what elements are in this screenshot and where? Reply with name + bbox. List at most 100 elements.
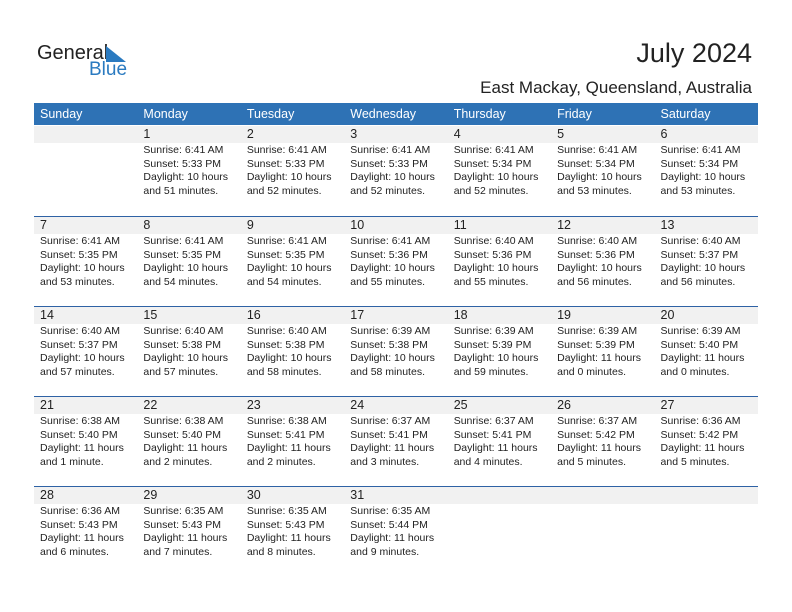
daylight-minutes-text: and 52 minutes. — [350, 184, 425, 197]
day-cell: 7 Sunrise: 6:41 AM Sunset: 5:35 PM Daylight… — [34, 217, 137, 306]
sunrise-text: Sunrise: 6:41 AM — [246, 144, 327, 156]
day-number: 1 — [143, 127, 151, 141]
daylight-text: Daylight: 10 hours — [660, 171, 746, 183]
daylight-text: Daylight: 11 hours — [350, 442, 435, 454]
day-cell: 11 Sunrise: 6:40 AM Sunset: 5:36 PM Dayligh… — [448, 217, 551, 306]
daylight-text: Daylight: 10 hours — [350, 352, 435, 364]
logo-triangle-icon — [106, 46, 126, 62]
empty-day-cell — [448, 487, 551, 576]
sunrise-text: Sunrise: 6:39 AM — [350, 325, 431, 337]
day-number: 19 — [557, 308, 572, 322]
date-strip — [34, 397, 758, 414]
day-cell: 23 Sunrise: 6:38 AM Sunset: 5:41 PM Dayligh… — [241, 397, 344, 486]
weekday-tuesday: Tuesday — [246, 107, 295, 121]
sunrise-text: Sunrise: 6:37 AM — [453, 415, 534, 427]
sunrise-text: Sunrise: 6:40 AM — [246, 325, 327, 337]
daylight-minutes-text: and 53 minutes. — [557, 184, 632, 197]
daylight-text: Daylight: 11 hours — [40, 442, 124, 454]
day-number: 6 — [660, 127, 668, 141]
sunset-text: Sunset: 5:34 PM — [557, 157, 635, 170]
sunset-text: Sunset: 5:38 PM — [143, 338, 222, 351]
daylight-text: Daylight: 11 hours — [246, 442, 331, 454]
sunset-text: Sunset: 5:40 PM — [143, 428, 222, 441]
sunrise-text: Sunrise: 6:35 AM — [143, 505, 224, 517]
daylight-text: Daylight: 10 hours — [143, 171, 229, 183]
weekday-thursday: Thursday — [453, 107, 506, 121]
sunset-text: Sunset: 5:33 PM — [246, 157, 325, 170]
week-row: 7 Sunrise: 6:41 AM Sunset: 5:35 PM Daylight… — [34, 216, 758, 306]
day-cell: 8 Sunrise: 6:41 AM Sunset: 5:35 PM Daylight… — [137, 217, 240, 306]
sunrise-text: Sunrise: 6:41 AM — [350, 235, 431, 247]
daylight-minutes-text: and 56 minutes. — [660, 275, 736, 288]
daylight-minutes-text: and 57 minutes. — [143, 365, 219, 378]
daylight-text: Daylight: 10 hours — [246, 171, 332, 183]
daylight-minutes-text: and 54 minutes. — [246, 275, 322, 288]
week-row: 1 Sunrise: 6:41 AM Sunset: 5:33 PM Daylight… — [34, 126, 758, 216]
calendar-grid: 1 Sunrise: 6:41 AM Sunset: 5:33 PM Daylight… — [34, 126, 758, 576]
date-strip — [34, 126, 758, 143]
day-number: 10 — [350, 218, 365, 232]
sunrise-text: Sunrise: 6:40 AM — [557, 235, 638, 247]
daylight-text: Daylight: 10 hours — [246, 352, 332, 364]
sunset-text: Sunset: 5:36 PM — [350, 248, 428, 261]
weekday-header: Sunday Monday Tuesday Wednesday Thursday… — [34, 103, 758, 125]
sunrise-text: Sunrise: 6:38 AM — [143, 415, 224, 427]
sunrise-text: Sunrise: 6:40 AM — [143, 325, 224, 337]
sunset-text: Sunset: 5:36 PM — [453, 248, 532, 261]
daylight-minutes-text: and 53 minutes. — [40, 275, 115, 288]
sunset-text: Sunset: 5:42 PM — [660, 428, 739, 441]
general-blue-logo: General Blue — [37, 42, 132, 82]
sunset-text: Sunset: 5:39 PM — [557, 338, 635, 351]
sunrise-text: Sunrise: 6:35 AM — [246, 505, 327, 517]
day-number: 12 — [557, 218, 572, 232]
day-cell: 4 Sunrise: 6:41 AM Sunset: 5:34 PM Daylight… — [448, 126, 551, 216]
sunrise-text: Sunrise: 6:39 AM — [453, 325, 534, 337]
daylight-text: Daylight: 10 hours — [40, 352, 125, 364]
daylight-minutes-text: and 7 minutes. — [143, 545, 213, 558]
sunset-text: Sunset: 5:40 PM — [40, 428, 118, 441]
sunrise-text: Sunrise: 6:40 AM — [453, 235, 534, 247]
day-number: 14 — [40, 308, 54, 322]
daylight-minutes-text: and 55 minutes. — [453, 275, 529, 288]
daylight-text: Daylight: 10 hours — [143, 262, 229, 274]
location-subtitle: East Mackay, Queensland, Australia — [480, 78, 752, 97]
sunset-text: Sunset: 5:33 PM — [143, 157, 222, 170]
sunrise-text: Sunrise: 6:41 AM — [350, 144, 431, 156]
day-number: 28 — [40, 488, 54, 502]
daylight-minutes-text: and 3 minutes. — [350, 455, 420, 468]
weekday-sunday: Sunday — [40, 107, 83, 121]
daylight-minutes-text: and 54 minutes. — [143, 275, 219, 288]
day-cell: 13 Sunrise: 6:40 AM Sunset: 5:37 PM Dayligh… — [655, 217, 758, 306]
day-cell: 17 Sunrise: 6:39 AM Sunset: 5:38 PM Dayligh… — [344, 307, 447, 396]
day-cell: 10 Sunrise: 6:41 AM Sunset: 5:36 PM Dayligh… — [344, 217, 447, 306]
day-number: 15 — [143, 308, 158, 322]
daylight-minutes-text: and 9 minutes. — [350, 545, 420, 558]
sunset-text: Sunset: 5:41 PM — [453, 428, 532, 441]
sunset-text: Sunset: 5:35 PM — [246, 248, 325, 261]
daylight-text: Daylight: 11 hours — [660, 442, 745, 454]
daylight-minutes-text: and 55 minutes. — [350, 275, 425, 288]
sunrise-text: Sunrise: 6:39 AM — [557, 325, 638, 337]
day-number: 26 — [557, 398, 572, 412]
logo-text-general: General — [37, 42, 109, 64]
sunrise-text: Sunrise: 6:41 AM — [557, 144, 638, 156]
sunset-text: Sunset: 5:40 PM — [660, 338, 739, 351]
date-strip — [34, 487, 758, 504]
daylight-minutes-text: and 52 minutes. — [453, 184, 529, 197]
sunrise-text: Sunrise: 6:38 AM — [40, 415, 120, 427]
day-cell: 15 Sunrise: 6:40 AM Sunset: 5:38 PM Dayligh… — [137, 307, 240, 396]
sunrise-text: Sunrise: 6:40 AM — [660, 235, 741, 247]
sunset-text: Sunset: 5:43 PM — [246, 518, 325, 531]
sunset-text: Sunset: 5:44 PM — [350, 518, 428, 531]
day-cell: 24 Sunrise: 6:37 AM Sunset: 5:41 PM Dayligh… — [344, 397, 447, 486]
day-number: 18 — [453, 308, 468, 322]
date-strip — [34, 217, 758, 234]
sunset-text: Sunset: 5:41 PM — [350, 428, 428, 441]
day-cell: 19 Sunrise: 6:39 AM Sunset: 5:39 PM Dayligh… — [551, 307, 654, 396]
sunrise-text: Sunrise: 6:39 AM — [660, 325, 741, 337]
day-cell: 30 Sunrise: 6:35 AM Sunset: 5:43 PM Dayligh… — [241, 487, 344, 576]
day-cell: 5 Sunrise: 6:41 AM Sunset: 5:34 PM Daylight… — [551, 126, 654, 216]
daylight-minutes-text: and 51 minutes. — [143, 184, 219, 197]
day-number: 31 — [350, 488, 365, 502]
daylight-minutes-text: and 5 minutes. — [660, 455, 730, 468]
